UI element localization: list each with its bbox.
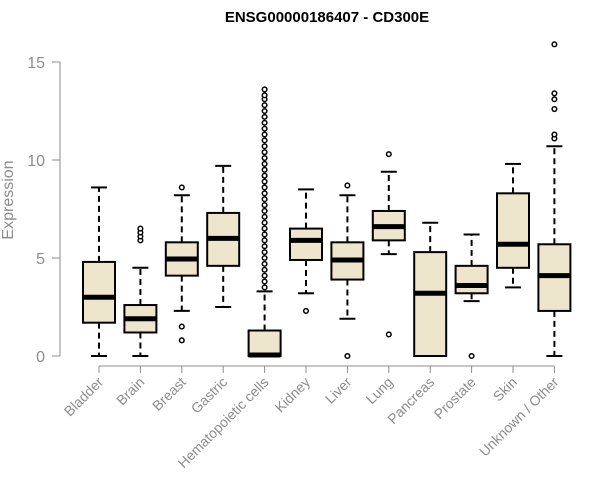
box-unknown-other (537, 41, 572, 357)
x-tick-label: Bladder (61, 374, 107, 420)
outlier-point (261, 107, 268, 115)
outlier-point (261, 86, 268, 93)
x-tick-label: Kidney (272, 374, 314, 416)
outlier-point (261, 202, 268, 209)
x-tick-label: Prostate (431, 374, 479, 422)
outlier-point (261, 196, 268, 203)
y-axis: 0 5 10 15 (27, 55, 61, 366)
outlier-point (261, 160, 268, 167)
y-axis-label: Expression (0, 160, 17, 239)
outlier-point (261, 243, 268, 250)
box-lung (371, 151, 406, 338)
outlier-point (261, 266, 268, 273)
box-prostate (454, 233, 489, 360)
outlier-point (261, 154, 268, 162)
outlier-point (261, 231, 268, 238)
boxes-group (82, 41, 572, 360)
outlier-point (551, 131, 558, 138)
outlier-point (261, 172, 268, 179)
box-kidney (289, 188, 323, 314)
iqr-box (413, 251, 448, 357)
x-tick-label: Unknown / Other (476, 374, 562, 460)
outlier-point (468, 352, 475, 360)
outlier-point (385, 331, 392, 338)
outlier-point (261, 272, 268, 279)
iqr-box (454, 264, 489, 295)
outlier-point (261, 254, 268, 262)
x-tick-label: Skin (490, 374, 521, 405)
box-hematopoietic-cells (247, 86, 282, 358)
outlier-point (261, 149, 268, 156)
outlier-point (261, 284, 268, 291)
outlier-point (137, 225, 144, 232)
outlier-point (261, 184, 268, 191)
iqr-box (247, 329, 282, 357)
outlier-point (261, 237, 268, 244)
outlier-point (261, 249, 268, 256)
iqr-box (82, 260, 116, 324)
outlier-point (261, 190, 268, 197)
outlier-point (261, 131, 268, 138)
outlier-point (385, 151, 392, 158)
y-tick-label: 0 (36, 349, 45, 366)
outlier-point (302, 307, 310, 314)
iqr-box (496, 192, 530, 269)
y-tick-label: 15 (27, 55, 45, 72)
outlier-point (261, 125, 268, 132)
outlier-point (261, 143, 268, 150)
outlier-point (261, 119, 268, 126)
y-tick-label: 10 (27, 153, 45, 170)
chart-title: ENSG00000186407 - CD300E (225, 9, 429, 26)
box-pancreas (413, 221, 448, 357)
x-tick-label: Lung (363, 374, 396, 407)
outlier-point (344, 182, 351, 189)
outlier-point (261, 207, 268, 215)
outlier-point (551, 41, 558, 48)
x-tick-label: Liver (322, 374, 355, 407)
box-skin (496, 162, 530, 289)
box-gastric (206, 164, 241, 308)
outlier-point (261, 213, 268, 220)
outlier-point (261, 278, 268, 285)
outlier-point (551, 90, 558, 97)
outlier-point (261, 219, 268, 226)
outlier-point (551, 105, 558, 113)
box-bladder (82, 186, 116, 357)
outlier-point (261, 260, 268, 267)
outlier-point (261, 92, 268, 99)
x-tick-label: Brain (113, 374, 147, 408)
y-tick-label: 5 (36, 251, 45, 268)
x-tick-label: Breast (149, 374, 189, 414)
outlier-point (344, 352, 351, 360)
outlier-point (178, 337, 185, 344)
box-liver (330, 182, 365, 360)
iqr-box (289, 227, 323, 261)
outlier-point (261, 166, 268, 173)
outlier-point (261, 225, 268, 232)
outlier-point (178, 323, 185, 330)
outlier-point (178, 184, 185, 191)
outlier-point (261, 102, 268, 109)
outlier-point (261, 113, 268, 120)
outlier-point (551, 96, 558, 103)
outlier-point (261, 137, 268, 144)
box-brain (123, 225, 158, 357)
outlier-point (261, 178, 268, 185)
box-breast (164, 184, 199, 344)
